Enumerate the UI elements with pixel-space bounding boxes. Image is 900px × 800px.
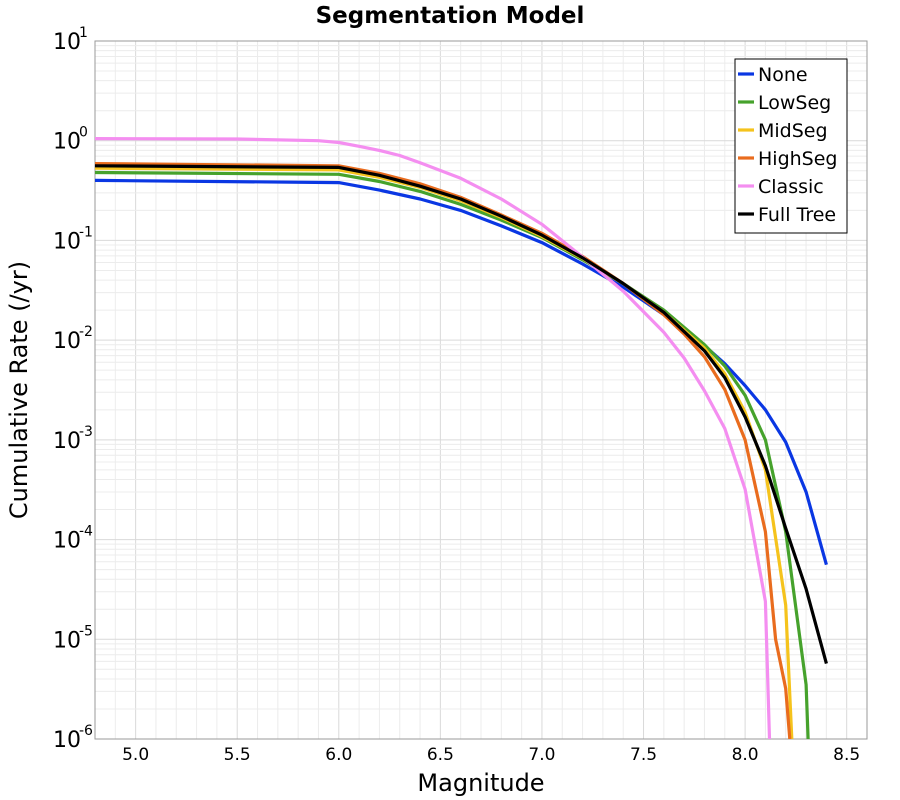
legend-item: MidSeg	[738, 120, 828, 142]
y-tick-exponent: 1	[79, 25, 88, 41]
y-tick-exponent: -6	[79, 723, 93, 739]
y-tick-base: 10	[53, 728, 81, 753]
y-tick-exponent: 0	[79, 125, 88, 141]
legend-box	[734, 58, 848, 234]
legend-label: Full Tree	[758, 204, 836, 226]
y-tick-label: 10-2	[53, 324, 93, 354]
x-tick-label: 8.0	[732, 745, 759, 765]
y-tick-exponent: -5	[79, 623, 93, 639]
plot-area	[94, 40, 868, 740]
x-tick-label: 5.0	[122, 745, 149, 765]
legend-item: None	[738, 64, 808, 86]
y-tick-exponent: -4	[79, 524, 93, 540]
legend-item: HighSeg	[738, 148, 837, 170]
x-axis-ticks: 5.0 5.5 6.0 6.5 7.0 7.5 8.0 8.5	[122, 745, 860, 765]
y-tick-base: 10	[53, 229, 81, 254]
y-tick-label: 10-6	[53, 723, 93, 753]
y-tick-exponent: -1	[79, 224, 93, 240]
series-line-full-tree	[95, 164, 828, 665]
series-line-none	[95, 178, 828, 566]
chart-title: Segmentation Model	[316, 3, 585, 29]
legend-item: Full Tree	[738, 204, 836, 226]
legend: None LowSeg MidSeg HighSeg Classic Full Tree	[734, 58, 848, 234]
y-tick-label: 10-5	[53, 623, 93, 653]
legend-label: MidSeg	[758, 120, 828, 142]
legend-label: LowSeg	[758, 92, 831, 114]
y-tick-label: 10-4	[53, 524, 93, 554]
legend-label: HighSeg	[758, 148, 837, 170]
y-tick-label: 100	[53, 125, 88, 155]
x-tick-label: 7.0	[528, 745, 555, 765]
legend-label: Classic	[758, 176, 824, 198]
x-axis-label: Magnitude	[417, 769, 544, 797]
series-group	[95, 137, 828, 739]
y-tick-base: 10	[53, 130, 81, 155]
y-tick-base: 10	[53, 628, 81, 653]
y-tick-label: 10-3	[53, 424, 93, 454]
x-tick-label: 6.0	[325, 745, 352, 765]
y-tick-exponent: -2	[79, 324, 93, 340]
x-tick-label: 5.5	[224, 745, 251, 765]
y-tick-base: 10	[53, 329, 81, 354]
x-tick-label: 8.5	[833, 745, 860, 765]
series-line-classic	[95, 137, 772, 739]
x-tick-label: 6.5	[427, 745, 454, 765]
legend-label: None	[758, 64, 808, 86]
y-tick-base: 10	[53, 529, 81, 554]
legend-item: LowSeg	[738, 92, 831, 114]
y-tick-label: 10-1	[53, 224, 93, 254]
y-tick-label: 101	[53, 25, 88, 55]
y-tick-base: 10	[53, 429, 81, 454]
x-tick-label: 7.5	[630, 745, 657, 765]
y-axis-label: Cumulative Rate (/yr)	[5, 261, 33, 519]
legend-item: Classic	[738, 176, 824, 198]
y-tick-exponent: -3	[79, 424, 93, 440]
y-tick-base: 10	[53, 30, 81, 55]
